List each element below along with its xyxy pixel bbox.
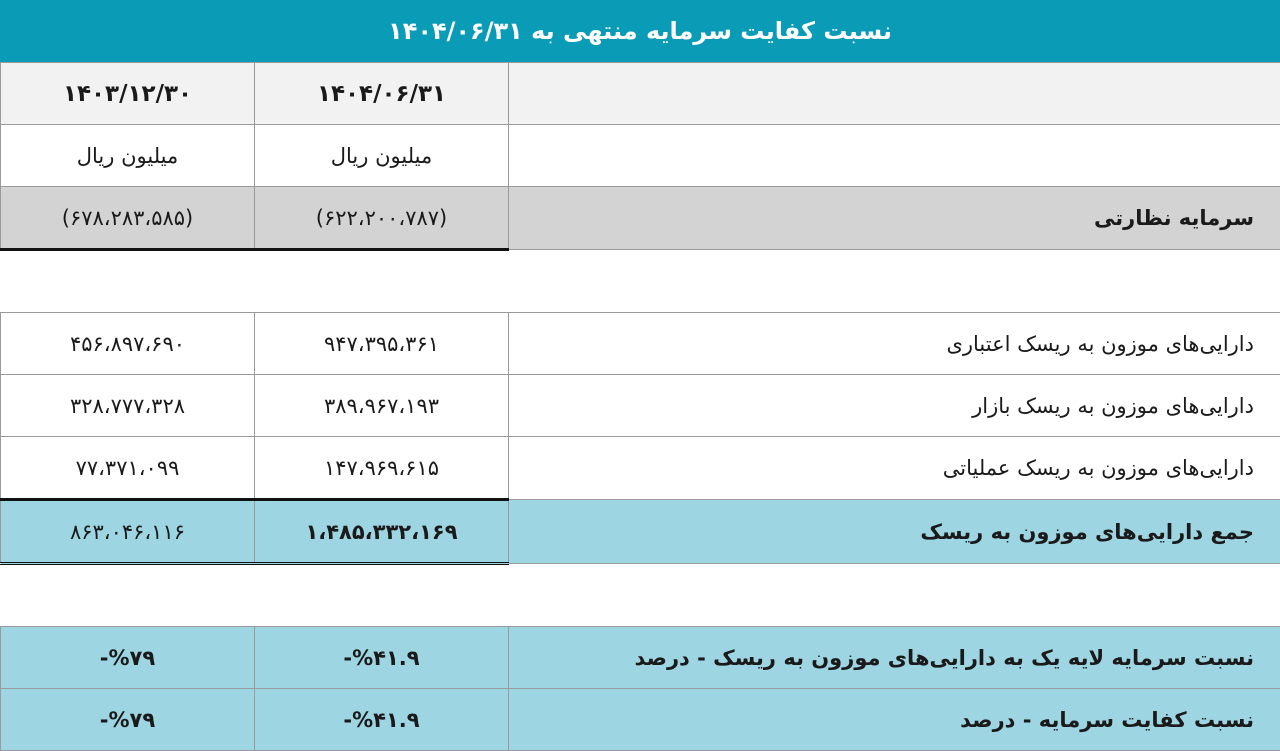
column-header: ۱۴۰۳/۱۲/۳۰ bbox=[1, 63, 255, 125]
table-row: دارایی‌های موزون به ریسک عملیاتی ۱۴۷،۹۶۹… bbox=[1, 437, 1280, 500]
header-row: ۱۴۰۴/۰۶/۳۱ ۱۴۰۳/۱۲/۳۰ bbox=[1, 63, 1280, 125]
value-cell: ۴۵۶،۸۹۷،۶۹۰ bbox=[1, 313, 255, 375]
value-cell: ۹۴۷،۳۹۵،۳۶۱ bbox=[255, 313, 509, 375]
unit-cell: میلیون ریال bbox=[1, 125, 255, 187]
table-title: نسبت کفایت سرمایه منتهی به ۱۴۰۴/۰۶/۳۱ bbox=[0, 0, 1280, 62]
value-cell: (۶۲۲،۲۰۰،۷۸۷) bbox=[255, 187, 509, 250]
value-cell: ۱،۴۸۵،۳۳۲،۱۶۹ bbox=[255, 500, 509, 564]
value-cell: -%۴۱.۹ bbox=[255, 689, 509, 751]
value-cell: ۳۸۹،۹۶۷،۱۹۳ bbox=[255, 375, 509, 437]
unit-cell: میلیون ریال bbox=[255, 125, 509, 187]
header-label-cell bbox=[509, 63, 1280, 125]
value-cell: ۸۶۳،۰۴۶،۱۱۶ bbox=[1, 500, 255, 564]
row-label: دارایی‌های موزون به ریسک اعتباری bbox=[509, 313, 1280, 375]
value-cell: ۷۷،۳۷۱،۰۹۹ bbox=[1, 437, 255, 500]
value-cell: (۶۷۸،۲۸۳،۵۸۵) bbox=[1, 187, 255, 250]
value-cell: -%۷۹ bbox=[1, 627, 255, 689]
row-label: سرمایه نظارتی bbox=[509, 187, 1280, 250]
row-label: دارایی‌های موزون به ریسک عملیاتی bbox=[509, 437, 1280, 500]
row-label: نسبت کفایت سرمایه - درصد bbox=[509, 689, 1280, 751]
value-cell: -%۴۱.۹ bbox=[255, 627, 509, 689]
table-row: دارایی‌های موزون به ریسک بازار ۳۸۹،۹۶۷،۱… bbox=[1, 375, 1280, 437]
value-cell: ۱۴۷،۹۶۹،۶۱۵ bbox=[255, 437, 509, 500]
column-header: ۱۴۰۴/۰۶/۳۱ bbox=[255, 63, 509, 125]
units-label-cell bbox=[509, 125, 1280, 187]
units-row: میلیون ریال میلیون ریال bbox=[1, 125, 1280, 187]
spacer-row bbox=[1, 250, 1280, 313]
table-row: سرمایه نظارتی (۶۲۲،۲۰۰،۷۸۷) (۶۷۸،۲۸۳،۵۸۵… bbox=[1, 187, 1280, 250]
spacer-row bbox=[1, 564, 1280, 627]
capital-adequacy-table: ۱۴۰۴/۰۶/۳۱ ۱۴۰۳/۱۲/۳۰ میلیون ریال میلیون… bbox=[0, 62, 1280, 751]
value-cell: ۳۲۸،۷۷۷،۳۲۸ bbox=[1, 375, 255, 437]
table-row: دارایی‌های موزون به ریسک اعتباری ۹۴۷،۳۹۵… bbox=[1, 313, 1280, 375]
row-label: جمع دارایی‌های موزون به ریسک bbox=[509, 500, 1280, 564]
row-label: نسبت سرمایه لایه یک به دارایی‌های موزون … bbox=[509, 627, 1280, 689]
value-cell: -%۷۹ bbox=[1, 689, 255, 751]
total-row: جمع دارایی‌های موزون به ریسک ۱،۴۸۵،۳۳۲،۱… bbox=[1, 500, 1280, 564]
row-label: دارایی‌های موزون به ریسک بازار bbox=[509, 375, 1280, 437]
ratio-row: نسبت سرمایه لایه یک به دارایی‌های موزون … bbox=[1, 627, 1280, 689]
ratio-row: نسبت کفایت سرمایه - درصد -%۴۱.۹ -%۷۹ bbox=[1, 689, 1280, 751]
